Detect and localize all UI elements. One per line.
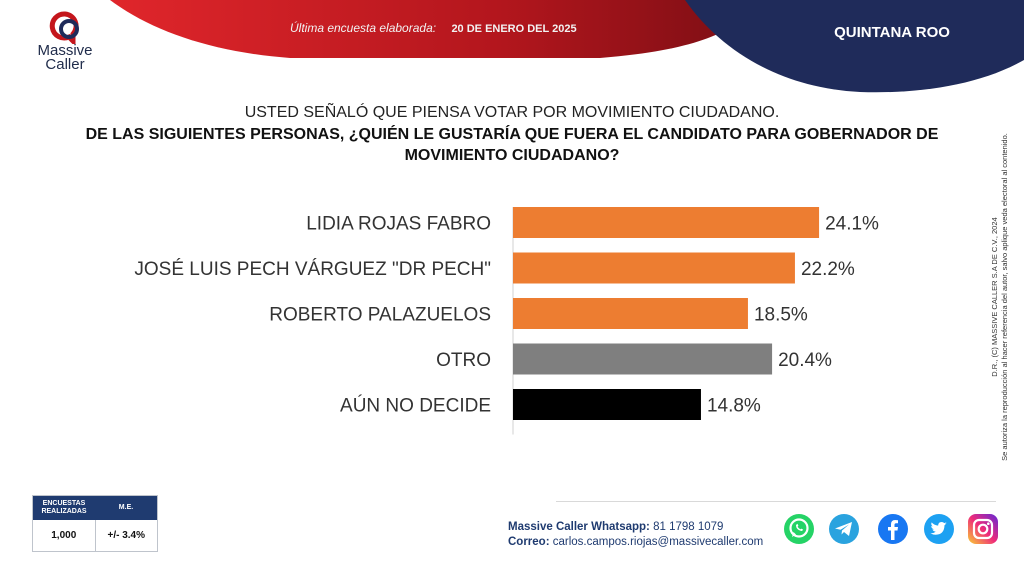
email-link[interactable]: carlos.campos.riojas@massivecaller.com [552,536,764,548]
bar [513,343,773,375]
stats-table: ENCUESTAS REALIZADAS M.E. 1,000 +/- 3.4% [32,495,158,552]
value-label: 24.1% [825,214,879,235]
logo-mark-icon [49,11,79,44]
whatsapp-icon[interactable] [782,512,816,546]
stats-header-margin: M.E. [118,504,134,511]
category-label: JOSÉ LUIS PECH VÁRGUEZ "DR PECH" [134,259,491,280]
telegram-icon[interactable] [827,512,861,546]
category-label: ROBERTO PALAZUELOS [269,305,491,326]
category-label: OTRO [436,350,491,371]
whatsapp-number[interactable]: 81 1798 1079 [653,521,724,533]
survey-date-label: Última encuesta elaborada: [290,21,437,35]
category-label: LIDIA ROJAS FABRO [306,214,491,235]
instagram-icon[interactable] [966,512,1000,546]
survey-date: Última encuesta elaborada: 20 DE ENERO D… [290,21,577,35]
facebook-icon[interactable] [876,512,910,546]
value-label: 22.2% [801,259,855,280]
email-label: Correo: [508,536,550,548]
contact-info: Massive Caller Whatsapp: 81 1798 1079 Co… [508,520,763,550]
stats-value-surveys: 1,000 [33,520,96,551]
footer-divider [556,501,996,502]
bar [513,252,795,284]
twitter-icon[interactable] [922,512,956,546]
bar [513,207,820,238]
brand-name-line2: Caller [45,56,85,73]
legal-line2: Se autoriza la reproducción al hacer ref… [1000,133,1009,461]
question-main: DE LAS SIGUIENTES PERSONAS, ¿QUIÉN LE GU… [85,126,939,164]
value-label: 20.4% [778,350,832,371]
bar [513,298,748,329]
whatsapp-label: Massive Caller Whatsapp: [508,521,650,533]
value-label: 18.5% [754,305,808,326]
legal-notice: D.R., (C) MASSIVE CALLER S.A DE C.V., 20… [984,118,1016,476]
legal-line1: D.R., (C) MASSIVE CALLER S.A DE C.V., 20… [990,217,999,377]
survey-date-value: 20 DE ENERO DEL 2025 [451,23,577,35]
category-label: AÚN NO DECIDE [340,395,491,417]
brand-logo: Massive Caller [26,10,104,73]
question-intro: USTED SEÑALÓ QUE PIENSA VOTAR POR MOVIMI… [244,104,780,121]
bar-chart: LIDIA ROJAS FABRO 24.1% JOSÉ LUIS PECH VÁR… [134,207,879,435]
stats-header-surveys: ENCUESTAS REALIZADAS [41,500,87,515]
brand-name-line1: Massive [37,42,93,59]
bar [513,389,701,420]
value-label: 14.8% [707,396,761,417]
stats-value-margin: +/- 3.4% [107,530,146,541]
region-label: QUINTANA ROO [834,24,950,41]
